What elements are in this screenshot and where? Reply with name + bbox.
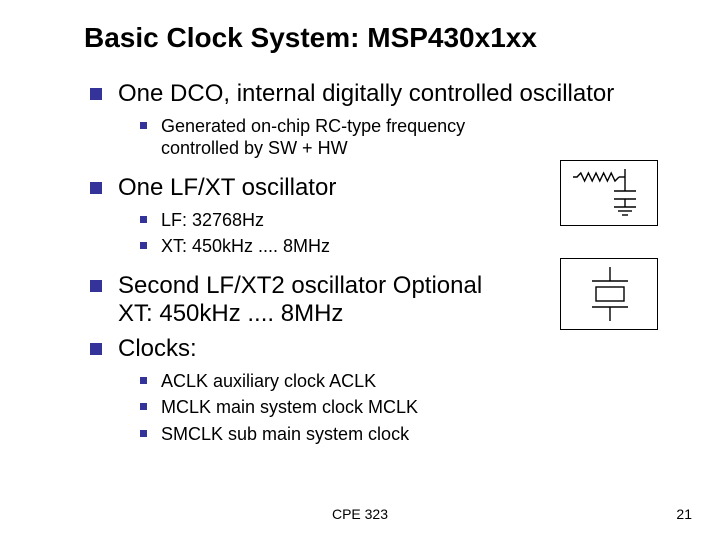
- bullet-text: LF: 32768Hz: [161, 209, 264, 232]
- square-bullet-icon: [140, 122, 147, 129]
- bullet-l2: MCLK main system clock MCLK: [140, 396, 680, 419]
- square-bullet-icon: [140, 242, 147, 249]
- footer-course: CPE 323: [0, 506, 720, 522]
- square-bullet-icon: [140, 403, 147, 410]
- bullet-text: Clocks:: [118, 335, 197, 364]
- bullet-l2: Generated on-chip RC-type frequency cont…: [140, 115, 680, 160]
- bullet-text: SMCLK sub main system clock: [161, 423, 409, 446]
- rc-oscillator-diagram: [560, 160, 658, 226]
- bullet-text: MCLK main system clock MCLK: [161, 396, 418, 419]
- rc-circuit-icon: [561, 161, 659, 227]
- square-bullet-icon: [90, 343, 102, 355]
- sub-list: Generated on-chip RC-type frequency cont…: [140, 115, 680, 160]
- slide: Basic Clock System: MSP430x1xx One DCO, …: [0, 0, 720, 540]
- sub-list: ACLK auxiliary clock ACLK MCLK main syst…: [140, 370, 680, 446]
- square-bullet-icon: [90, 280, 102, 292]
- bullet-text: Generated on-chip RC-type frequency cont…: [161, 115, 481, 160]
- crystal-oscillator-diagram: [560, 258, 658, 330]
- bullet-text: Second LF/XT2 oscillator Optional XT: 45…: [118, 272, 498, 330]
- bullet-text: ACLK auxiliary clock ACLK: [161, 370, 376, 393]
- footer-page-number: 21: [676, 506, 692, 522]
- bullet-text: One LF/XT oscillator: [118, 174, 336, 203]
- square-bullet-icon: [90, 88, 102, 100]
- bullet-text: XT: 450kHz .... 8MHz: [161, 235, 330, 258]
- bullet-l1: One DCO, internal digitally controlled o…: [90, 80, 680, 109]
- bullet-l2: XT: 450kHz .... 8MHz: [140, 235, 680, 258]
- bullet-text: One DCO, internal digitally controlled o…: [118, 80, 614, 109]
- bullet-l2: SMCLK sub main system clock: [140, 423, 680, 446]
- bullet-l2: ACLK auxiliary clock ACLK: [140, 370, 680, 393]
- bullet-l1: Clocks:: [90, 335, 680, 364]
- square-bullet-icon: [90, 182, 102, 194]
- square-bullet-icon: [140, 430, 147, 437]
- slide-title: Basic Clock System: MSP430x1xx: [84, 22, 680, 54]
- square-bullet-icon: [140, 216, 147, 223]
- crystal-icon: [561, 259, 659, 331]
- square-bullet-icon: [140, 377, 147, 384]
